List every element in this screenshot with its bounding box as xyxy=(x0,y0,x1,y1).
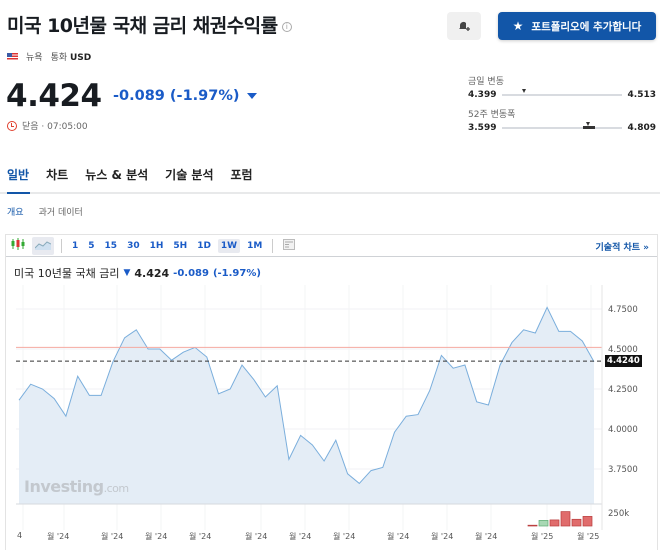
add-to-portfolio-button[interactable]: ★ 포트폴리오에 추가합니다 xyxy=(498,12,656,40)
sub-tabs: 개요 과거 데이터 xyxy=(7,205,83,218)
main-tabs: 일반 차트 뉴스 & 분석 기술 분석 포럼 xyxy=(7,166,253,183)
create-alert-button[interactable] xyxy=(447,12,481,40)
toolbar-separator xyxy=(61,238,62,253)
chart-settings-icon[interactable] xyxy=(278,238,300,253)
week52-range-bar xyxy=(502,122,622,129)
volume-tick: 250k xyxy=(608,509,630,519)
last-price: 4.424 xyxy=(6,78,102,114)
candlestick-icon[interactable] xyxy=(6,238,30,253)
investing-watermark: Investing.com xyxy=(24,477,129,496)
bell-plus-icon xyxy=(459,21,470,31)
y-tick: 4.2500 xyxy=(608,385,638,395)
us-flag-icon xyxy=(7,52,18,61)
interval-1w[interactable]: 1W xyxy=(217,238,241,253)
currency-value: USD xyxy=(70,53,92,63)
week52-low: 3.599 xyxy=(468,123,497,133)
y-tick: 4.5000 xyxy=(608,345,638,355)
down-arrow-icon: ▼ xyxy=(123,268,131,278)
tab-news[interactable]: 뉴스 & 분석 xyxy=(85,168,149,182)
area-chart-icon[interactable] xyxy=(32,236,54,255)
technical-chart-link[interactable]: 기술적 차트 » xyxy=(595,243,649,253)
clock-icon xyxy=(7,120,17,131)
interval-15[interactable]: 15 xyxy=(104,240,118,251)
instrument-meta: 뉴욕 통화 USD xyxy=(7,50,91,63)
info-icon[interactable]: i xyxy=(281,21,292,32)
exchange-location: 뉴욕 xyxy=(26,53,43,63)
y-tick: 4.0000 xyxy=(608,425,638,435)
star-icon: ★ xyxy=(512,19,524,33)
chart-toolbar: 1 5 15 30 1H 5H 1D 1W 1M 기술적 차트 » xyxy=(6,235,657,257)
toolbar-separator xyxy=(272,238,274,253)
currency-label: 통화 xyxy=(50,53,68,63)
interval-30[interactable]: 30 xyxy=(127,240,140,251)
down-arrow-icon xyxy=(246,93,257,99)
tab-forum[interactable]: 포럼 xyxy=(230,168,253,182)
subtab-summary[interactable]: 개요 xyxy=(7,208,24,218)
interval-1[interactable]: 1 xyxy=(72,240,79,251)
market-status: 닫음 · 07:05:00 xyxy=(7,119,88,132)
interval-5[interactable]: 5 xyxy=(88,240,95,251)
interval-1m[interactable]: 1M xyxy=(247,240,263,251)
tabs-divider xyxy=(0,192,660,194)
chart-legend: 미국 10년물 국채 금리 ▼ 4.424 -0.089 (-1.97%) xyxy=(14,266,261,281)
interval-1d[interactable]: 1D xyxy=(197,240,211,251)
price-change: -0.089 (-1.97%) xyxy=(113,88,257,104)
y-tick: 3.7500 xyxy=(608,465,638,475)
tab-chart[interactable]: 차트 xyxy=(46,168,69,182)
subtab-historical-data[interactable]: 과거 데이터 xyxy=(38,208,83,218)
day-low: 4.399 xyxy=(468,90,497,100)
interval-1h[interactable]: 1H xyxy=(149,240,164,251)
tab-technical[interactable]: 기술 분석 xyxy=(165,168,214,182)
price-chart[interactable] xyxy=(6,285,606,530)
chart-container xyxy=(5,234,658,550)
day-range-bar xyxy=(502,89,622,96)
page-title: 미국 10년물 국채 금리 채권수익률 i xyxy=(7,11,292,38)
y-tick: 4.7500 xyxy=(608,305,638,315)
day-high: 4.513 xyxy=(627,90,656,100)
week52-range: 52주 변동폭 3.599 4.809 xyxy=(468,110,656,133)
active-tab-indicator xyxy=(7,192,30,194)
day-range: 금일 변동 4.399 4.513 xyxy=(468,77,656,100)
current-price-label: 4.4240 xyxy=(605,355,642,368)
interval-5h[interactable]: 5H xyxy=(173,240,188,251)
week52-high: 4.809 xyxy=(627,123,656,133)
tab-overview[interactable]: 일반 xyxy=(7,168,30,182)
